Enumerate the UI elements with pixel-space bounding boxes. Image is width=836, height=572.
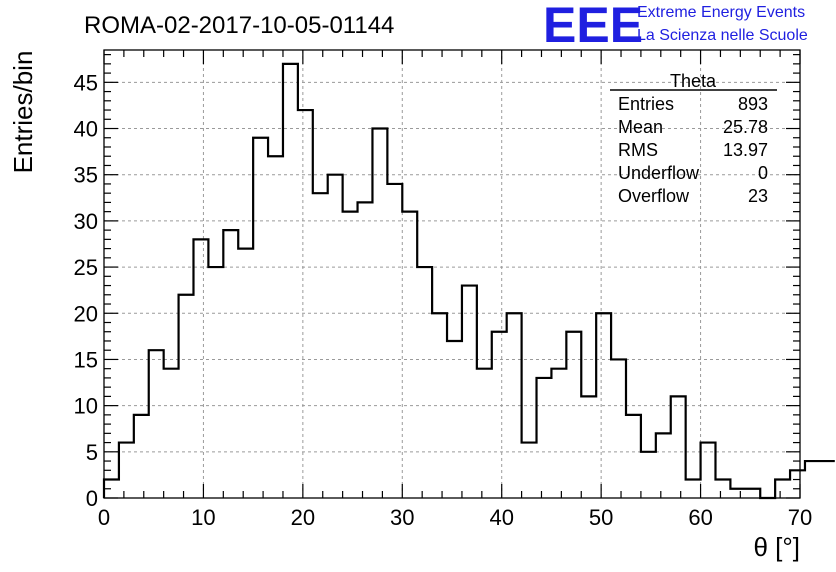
y-tick-label: 5 <box>86 440 98 465</box>
stats-value-overflow: 23 <box>748 186 768 206</box>
histogram-bin <box>387 184 402 498</box>
histogram-bin <box>432 313 447 498</box>
stats-value-rms: 13.97 <box>723 140 768 160</box>
histogram-bin <box>730 489 745 498</box>
histogram-bin <box>313 193 328 498</box>
histogram-bin <box>581 396 596 498</box>
stats-title: Theta <box>670 71 717 91</box>
histogram-bin <box>715 480 730 498</box>
histogram-bin <box>358 202 373 498</box>
stats-value-underflow: 0 <box>758 163 768 183</box>
logo-line-2: La Scienza nelle Scuole <box>637 27 808 44</box>
histogram-bin <box>745 489 760 498</box>
chart-title: ROMA-02-2017-10-05-01144 <box>84 12 394 39</box>
stats-label-underflow: Underflow <box>618 163 700 183</box>
histogram-bin <box>193 239 208 498</box>
histogram-bin <box>343 212 358 498</box>
histogram-bin <box>566 332 581 498</box>
histogram-bin <box>104 480 119 498</box>
axes: 0 10 20 30 40 50 60 70 0 5 10 15 20 25 30 35 40 45 <box>74 49 812 530</box>
stats-value-mean: 25.78 <box>723 117 768 137</box>
x-axis-label: θ [°] <box>753 532 800 562</box>
histogram-bin <box>492 332 507 498</box>
logo-line-1: Extreme Energy Events <box>637 4 805 21</box>
y-tick-label: 20 <box>74 301 98 326</box>
histogram-bin <box>551 369 566 498</box>
histogram-bin <box>522 443 537 498</box>
stats-value-entries: 893 <box>738 94 768 114</box>
x-tick-label: 50 <box>589 505 613 530</box>
histogram-bin <box>298 110 313 498</box>
histogram-bin <box>626 415 641 498</box>
y-tick-label: 35 <box>74 163 98 188</box>
histogram-bin <box>447 341 462 498</box>
histogram-bin <box>477 369 492 498</box>
stats-box: Theta Entries 893 Mean 25.78 RMS 13.97 U… <box>610 71 777 206</box>
x-tick-label: 10 <box>191 505 215 530</box>
y-tick-label: 25 <box>74 255 98 280</box>
y-tick-label: 10 <box>74 394 98 419</box>
stats-label-mean: Mean <box>618 117 663 137</box>
y-tick-label: 40 <box>74 117 98 142</box>
histogram-bin <box>179 295 194 498</box>
histogram-bin <box>223 230 238 498</box>
histogram-bin <box>328 175 343 498</box>
histogram-bin <box>149 350 164 498</box>
stats-label-overflow: Overflow <box>618 186 690 206</box>
stats-label-entries: Entries <box>618 94 674 114</box>
histogram-bin <box>134 415 149 498</box>
histogram-bin <box>507 313 522 498</box>
histogram-bin <box>119 443 134 498</box>
histogram-bin <box>238 249 253 498</box>
y-tick-label: 30 <box>74 209 98 234</box>
y-axis-label: Entries/bin <box>8 51 38 174</box>
x-tick-label: 20 <box>291 505 315 530</box>
x-tick-label: 0 <box>98 505 110 530</box>
y-tick-label: 45 <box>74 70 98 95</box>
histogram-bin <box>372 129 387 498</box>
y-tick-label: 0 <box>86 486 98 511</box>
histogram-bin <box>208 267 223 498</box>
histogram-bin <box>268 156 283 498</box>
histogram-bin <box>596 313 611 498</box>
eee-logo: EEE <box>543 0 643 53</box>
histogram-bin <box>283 64 298 498</box>
histogram-line <box>102 62 835 500</box>
histogram-bin <box>402 212 417 498</box>
histogram-bin <box>641 452 656 498</box>
stats-label-rms: RMS <box>618 140 658 160</box>
histogram-bin <box>417 267 432 498</box>
histogram-bin <box>701 443 716 498</box>
histogram-bin <box>656 433 671 498</box>
x-tick-label: 70 <box>788 505 812 530</box>
histogram-bin <box>820 461 835 498</box>
histogram-bin <box>790 470 805 498</box>
histogram-bin <box>671 396 686 498</box>
histogram-bin <box>611 359 626 498</box>
x-tick-label: 60 <box>688 505 712 530</box>
histogram-bin <box>686 480 701 498</box>
histogram-bin <box>462 286 477 498</box>
histogram-bin <box>164 369 179 498</box>
histogram-bin <box>253 138 268 498</box>
histogram-bin <box>537 378 552 498</box>
histogram-bin <box>805 461 820 498</box>
y-tick-label: 15 <box>74 347 98 372</box>
plot-frame <box>103 49 801 499</box>
x-tick-label: 30 <box>390 505 414 530</box>
histogram-bin <box>775 480 790 498</box>
x-tick-label: 40 <box>489 505 513 530</box>
